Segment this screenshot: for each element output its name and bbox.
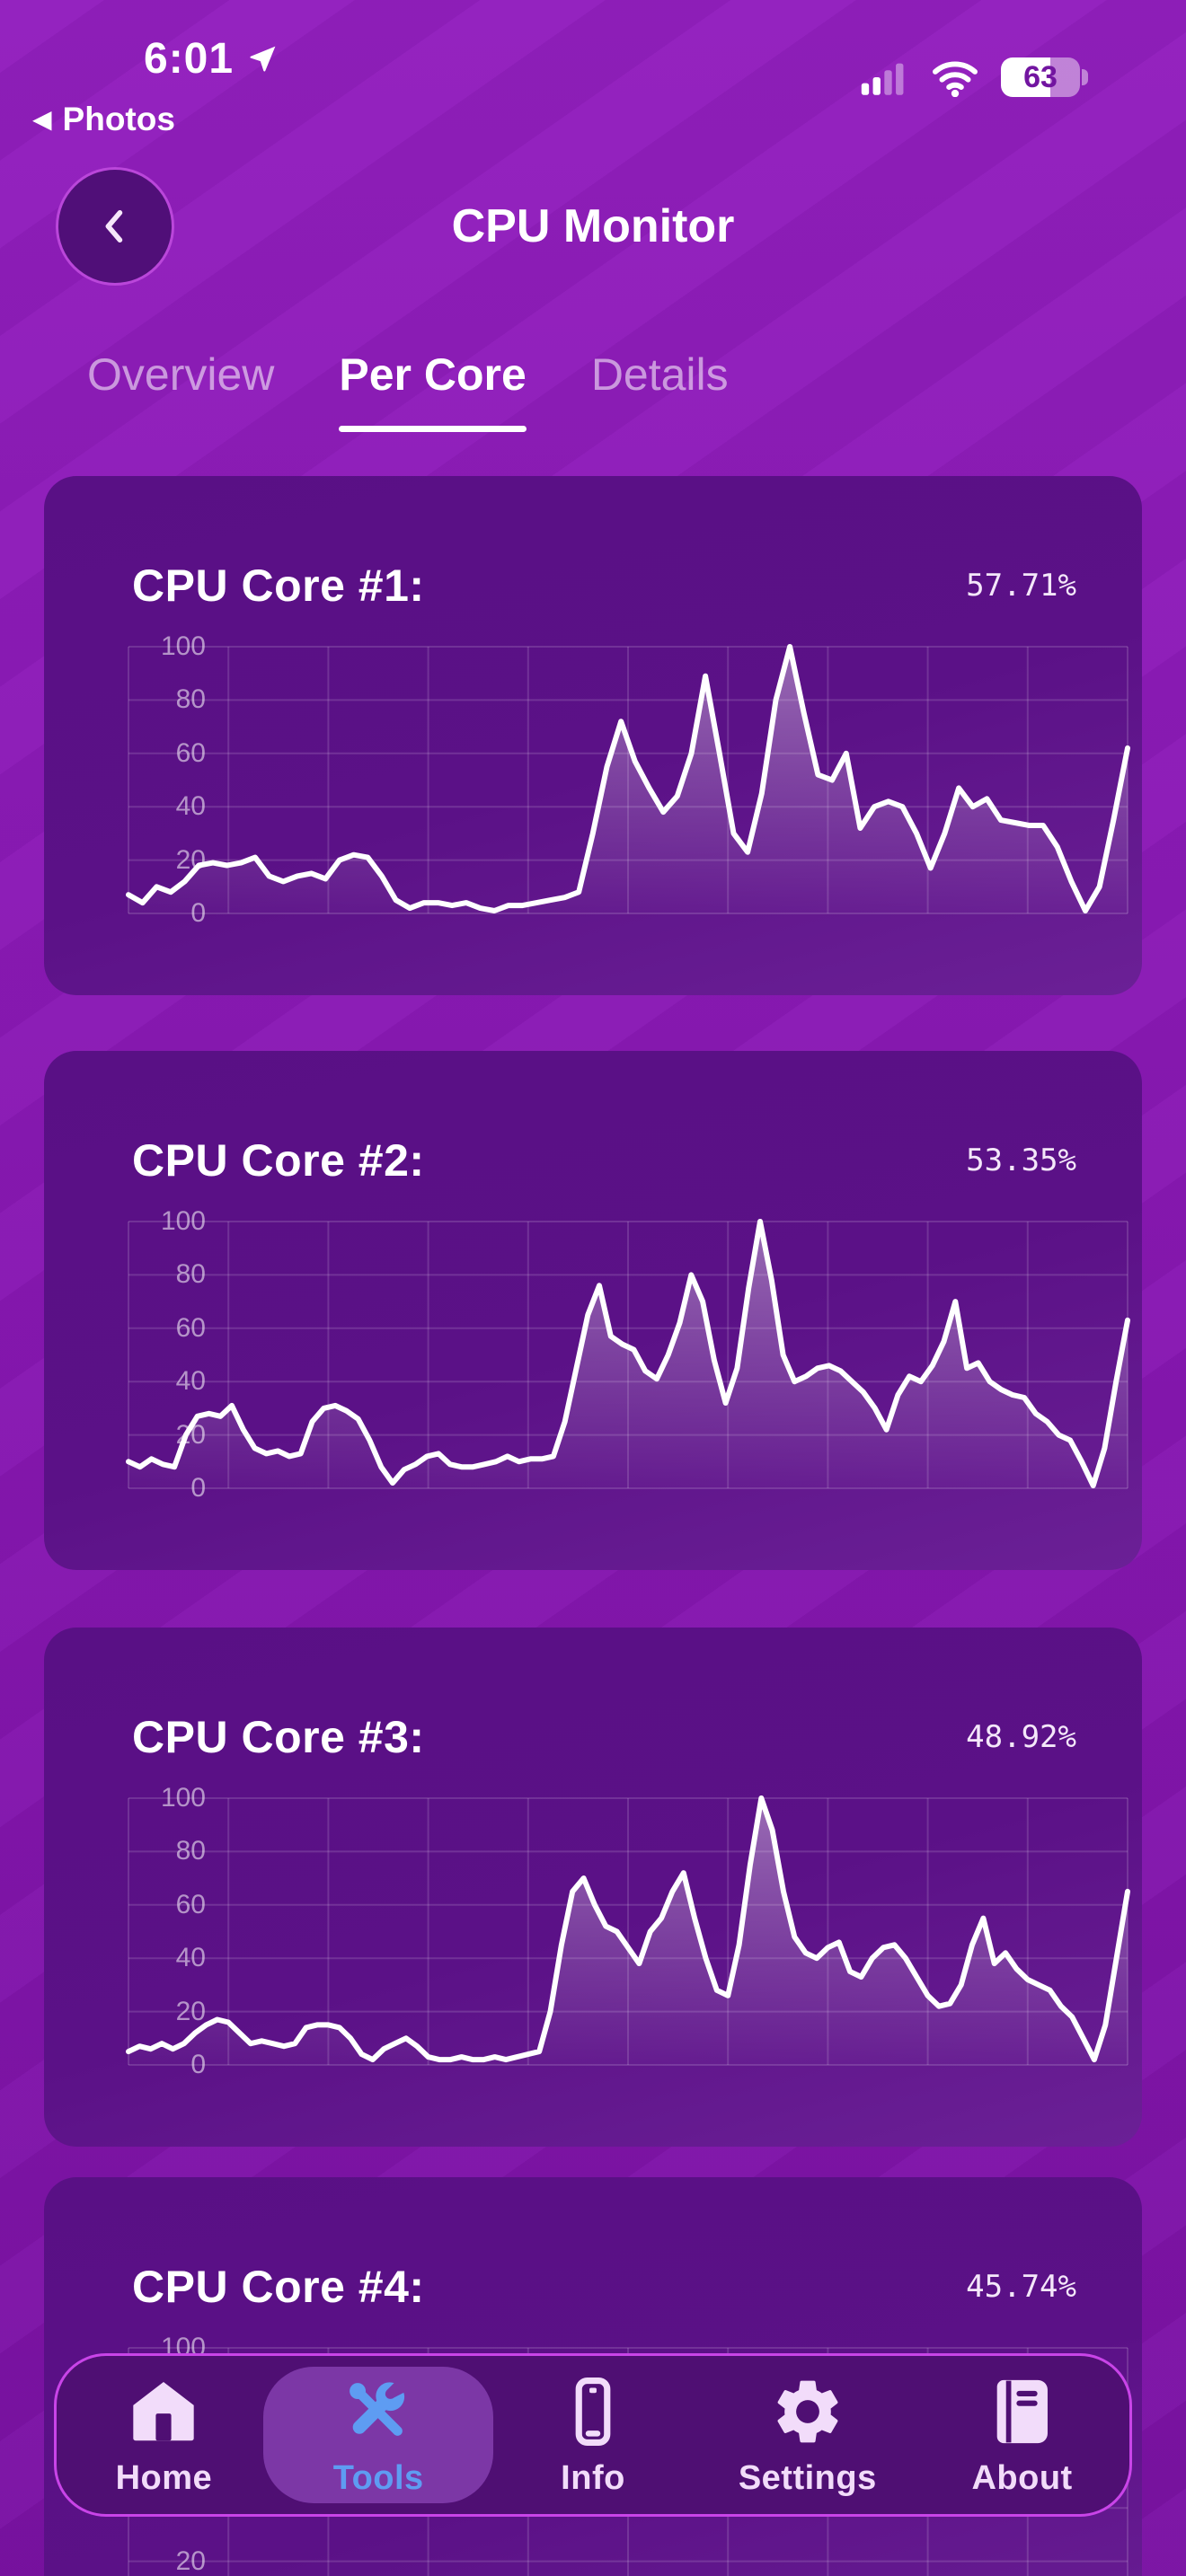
battery-fill (1001, 57, 1051, 97)
battery-body (1001, 57, 1080, 97)
battery-percent: 63 (1023, 59, 1058, 94)
wifi-icon (933, 61, 978, 97)
location-arrow-icon (250, 46, 276, 72)
tab-details[interactable]: Details (591, 348, 729, 432)
about-book-icon (996, 2379, 1048, 2443)
chevron-left-icon (105, 210, 123, 243)
tab-overview[interactable]: Overview (87, 348, 274, 432)
nav-label: Info (561, 2458, 625, 2497)
status-time: 6:01 (144, 35, 235, 83)
cpu-core-card-2: CPU Core #2: 53.35% 100 80 60 40 20 0 (44, 1051, 1142, 1570)
tab-strip: Overview Per Core Details (87, 348, 729, 432)
nav-label: Settings (738, 2458, 877, 2497)
nav-item-home[interactable]: Home (57, 2356, 271, 2514)
core-usage-value: 57.71% (966, 568, 1076, 604)
line-chart-svg (126, 1795, 1130, 2066)
bottom-nav-bar: Home Tools Info Settings About (54, 2353, 1132, 2517)
core-title: CPU Core #1: (132, 560, 425, 611)
status-time-group: 6:01 (144, 34, 279, 84)
core-title: CPU Core #2: (132, 1135, 425, 1186)
nav-item-info[interactable]: Info (486, 2356, 701, 2514)
nav-item-tools[interactable]: Tools (263, 2356, 494, 2514)
core-usage-value: 48.92% (966, 1719, 1076, 1755)
card-header-row: CPU Core #3: 48.92% (132, 1710, 1076, 1764)
status-icons: 63 (857, 57, 1088, 97)
info-phone-icon (575, 2377, 611, 2446)
core-title: CPU Core #4: (132, 2262, 425, 2312)
core-cards-list: CPU Core #1: 57.71% 100 80 60 40 20 0 CPU Cor… (44, 476, 1142, 2576)
back-to-app[interactable]: ◀ Photos (32, 101, 175, 138)
core-usage-value: 53.35% (966, 1142, 1076, 1178)
cellular-signal-icon (861, 63, 904, 95)
tab-active-underline (87, 426, 274, 432)
card-header-row: CPU Core #4: 45.74% (132, 2260, 1076, 2314)
back-app-label: Photos (62, 101, 175, 137)
nav-label: Tools (332, 2458, 424, 2497)
card-header-row: CPU Core #2: 53.35% (132, 1134, 1076, 1187)
tab-label: Per Core (339, 349, 527, 400)
battery-cap (1082, 69, 1088, 85)
tab-label: Details (590, 349, 729, 400)
tab-active-underline (339, 426, 527, 432)
battery-indicator: 63 (1001, 57, 1088, 97)
tab-active-underline (591, 426, 729, 432)
nav-item-settings[interactable]: Settings (700, 2356, 915, 2514)
nav-label: Home (115, 2458, 213, 2497)
card-header-row: CPU Core #1: 57.71% (132, 559, 1076, 613)
core-title: CPU Core #3: (132, 1712, 425, 1762)
settings-gear-icon (777, 2380, 838, 2442)
header: CPU Monitor (0, 167, 1186, 286)
page-title: CPU Monitor (451, 200, 735, 252)
back-button[interactable] (56, 167, 174, 286)
line-chart-svg (126, 1219, 1130, 1489)
tools-icon (350, 2381, 405, 2436)
home-icon (133, 2381, 195, 2440)
tab-per-core[interactable]: Per Core (339, 348, 527, 432)
cpu-core-card-1: CPU Core #1: 57.71% 100 80 60 40 20 0 (44, 476, 1142, 995)
nav-item-about[interactable]: About (915, 2356, 1129, 2514)
cpu-core-card-3: CPU Core #3: 48.92% 100 80 60 40 20 0 (44, 1628, 1142, 2147)
nav-label: About (971, 2458, 1073, 2497)
tab-label: Overview (87, 349, 275, 400)
status-bar: 6:01 ◀ Photos (0, 0, 1186, 144)
core-usage-value: 45.74% (966, 2269, 1076, 2305)
line-chart-svg (126, 644, 1130, 914)
battery-remainder (1050, 57, 1080, 97)
back-triangle-icon: ◀ (32, 105, 52, 133)
